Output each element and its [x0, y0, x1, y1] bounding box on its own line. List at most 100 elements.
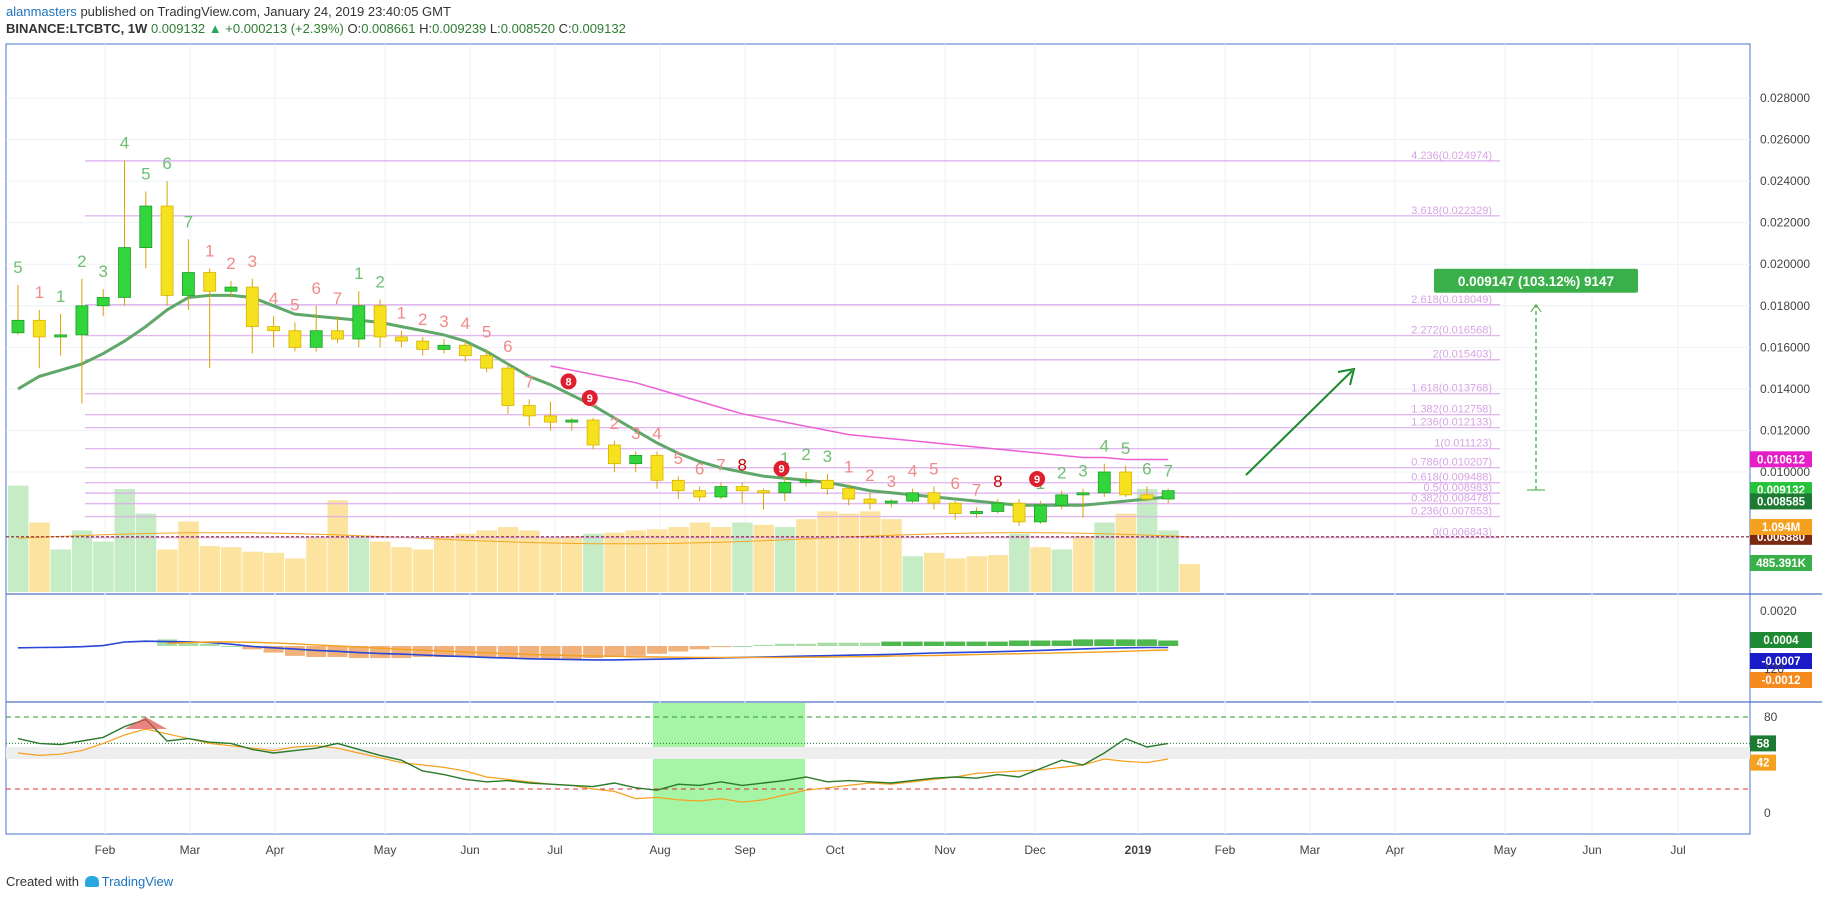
- chart-area[interactable]: 0.028000 0.026000 0.024000 0.022000 0.020000…: [0, 36, 1828, 876]
- tradingview-link[interactable]: TradingView: [101, 874, 174, 889]
- macd-hist-bar: [1030, 640, 1051, 646]
- candle-up: [991, 502, 1005, 512]
- td-count-label: 1: [780, 449, 789, 468]
- time-axis-tick: Feb: [1215, 843, 1236, 857]
- volume-bar: [93, 541, 114, 592]
- time-axis-tick: Jun: [460, 843, 479, 857]
- volume-bar: [732, 522, 753, 592]
- candle-down: [203, 272, 217, 292]
- td-nine-text: 8: [565, 376, 571, 388]
- td-count-label: 2: [77, 252, 86, 271]
- rsi-tag-label: 42: [1757, 758, 1770, 770]
- td-count-label: 7: [524, 372, 533, 391]
- candle-down: [842, 488, 856, 500]
- price-axis-tick: 0.010000: [1760, 465, 1810, 479]
- candle-down: [693, 490, 706, 498]
- candle-up: [139, 205, 153, 249]
- time-axis-tick: Apr: [266, 843, 285, 857]
- tradingview-logo-icon: [84, 876, 99, 887]
- volume-bar: [29, 522, 50, 592]
- td-count-label: 5: [929, 460, 938, 479]
- author-link[interactable]: alanmasters: [6, 4, 77, 19]
- td-count-label: 2: [865, 466, 874, 485]
- candle-down: [331, 330, 344, 340]
- rsi-tag-box: [1750, 754, 1776, 771]
- price-axis-tick: 0.020000: [1760, 257, 1810, 271]
- candle-up: [884, 500, 898, 504]
- macd-hist-bar: [519, 646, 540, 659]
- macd-hist-bar: [987, 641, 1008, 646]
- price-axis-tick: 0.012000: [1760, 423, 1810, 437]
- volume-bar: [497, 527, 519, 592]
- td-count-label: 7: [184, 212, 193, 231]
- fib-level-label: 2.272(0.016568): [1411, 325, 1492, 337]
- volume-bar: [455, 533, 476, 592]
- macd-hist-bar: [796, 643, 817, 646]
- volume-bar: [817, 511, 838, 592]
- rsi-axis-tick: 80: [1764, 710, 1778, 724]
- macd-tag-label: 0.0004: [1763, 635, 1799, 647]
- time-axis-tick: Jul: [1670, 843, 1685, 857]
- time-axis-tick: Mar: [180, 843, 201, 857]
- volume-bar: [263, 552, 285, 592]
- td-count-label: 6: [950, 474, 959, 493]
- fib-level-label: 0.236(0.007853): [1411, 506, 1492, 518]
- chart-frame: [5, 43, 1751, 835]
- candle-down: [394, 336, 408, 342]
- time-axis-tick: Nov: [934, 843, 955, 857]
- fib-level-label: 1.236(0.012133): [1411, 417, 1492, 429]
- macd-hist-bar: [306, 646, 327, 657]
- candle-up: [970, 511, 983, 514]
- td-nine-text: 9: [778, 464, 784, 476]
- trend-arrow-icon: [1337, 367, 1356, 386]
- candle-up: [224, 286, 238, 292]
- volume-bar: [1094, 522, 1115, 592]
- trend-arrow-line: [1245, 370, 1353, 476]
- price-axis-tick: 0.026000: [1760, 133, 1810, 147]
- rsi-overbought-marker: [124, 717, 168, 729]
- candle-down: [608, 444, 621, 465]
- volume-bar: [221, 547, 242, 592]
- rsi-mid-band: [6, 747, 1750, 759]
- volume-bar: [1030, 547, 1051, 592]
- rsi-line: [17, 718, 1169, 791]
- fib-level-label: 0.618(0.009488): [1411, 472, 1492, 484]
- volume-bar: [881, 519, 902, 592]
- price-change: +0.000213 (+2.39%): [225, 21, 344, 36]
- volume-bar: [710, 527, 732, 592]
- open-value: 0.008661: [361, 21, 416, 36]
- td-count-label: 4: [269, 289, 278, 308]
- td-count-label: 5: [290, 295, 299, 314]
- time-axis-tick: 2019: [1125, 843, 1152, 857]
- volume-bar: [966, 556, 987, 592]
- candle-up: [714, 486, 728, 498]
- measure-arrow-icon: [1530, 303, 1542, 313]
- td-count-label: 7: [716, 455, 725, 474]
- volume-bar: [71, 530, 93, 592]
- macd-signal-line: [167, 641, 1169, 659]
- high-label: H:: [419, 21, 433, 36]
- measure-label-box: [1434, 268, 1638, 293]
- volume-bar: [391, 547, 412, 592]
- td-count-label: 1: [56, 287, 65, 306]
- volume-bar: [902, 556, 924, 592]
- macd-hist-bar: [178, 642, 199, 646]
- time-axis-tick: Jul: [547, 843, 562, 857]
- td-nine-marker: [581, 389, 598, 406]
- candle-up: [352, 305, 366, 340]
- volume-bar: [647, 529, 668, 592]
- macd-hist-bar: [625, 646, 646, 656]
- td-count-label: 1: [205, 241, 214, 260]
- candle-down: [544, 415, 557, 423]
- macd-hist-bar: [1094, 639, 1115, 646]
- ma-pink-line: [550, 365, 1169, 461]
- rsi-axis-tick: 0: [1764, 806, 1771, 820]
- macd-hist-bar: [263, 646, 284, 653]
- volume-bar: [519, 530, 540, 592]
- td-count-label: 2: [418, 310, 427, 329]
- macd-hist-bar: [774, 643, 795, 646]
- volume-bar: [923, 552, 945, 592]
- low-label: L:: [489, 21, 501, 36]
- td-count-label: 2: [226, 254, 235, 273]
- volume-bar: [987, 555, 1009, 592]
